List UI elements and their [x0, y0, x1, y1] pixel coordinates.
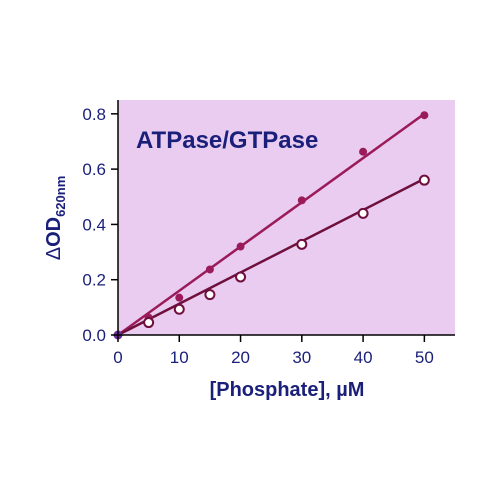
x-tick-label: 10 — [170, 348, 189, 367]
y-ticks: 0.0 0.2 0.4 0.6 0.8 — [82, 105, 118, 345]
fit-line-series-2 — [117, 177, 425, 337]
data-point-series-1 — [175, 293, 184, 302]
y-axis-title-main: OD — [43, 217, 65, 247]
data-point-series-2 — [143, 317, 155, 329]
data-point-series-2 — [204, 289, 216, 301]
data-point-series-1 — [205, 265, 214, 274]
data-point-series-1 — [297, 196, 306, 205]
data-point-series-1 — [359, 147, 368, 156]
fit-line-series-1 — [117, 112, 426, 337]
data-point-series-2 — [418, 174, 430, 186]
y-tick-label: 0.6 — [82, 160, 106, 179]
y-tick-label: 0.2 — [82, 271, 106, 290]
y-tick-label: 0.0 — [82, 326, 106, 345]
x-tick-label: 30 — [292, 348, 311, 367]
x-tick-label: 20 — [231, 348, 250, 367]
fit-lines — [117, 112, 426, 337]
y-tick-label: 0.8 — [82, 105, 106, 124]
y-tick-label: 0.4 — [82, 215, 106, 234]
x-tick-label: 0 — [113, 348, 122, 367]
data-point-series-2 — [357, 207, 369, 219]
data-point-series-2 — [173, 303, 185, 315]
x-ticks: 0 10 20 30 40 50 — [113, 335, 434, 367]
x-axis-title: [Phosphate], µM — [210, 379, 365, 401]
data-point-series-1 — [236, 242, 245, 251]
x-tick-label: 50 — [415, 348, 434, 367]
chart-title: ATPase/GTPase — [136, 127, 318, 154]
data-point-series-2 — [296, 238, 308, 250]
y-axis-title: ΔOD620nm — [43, 176, 68, 261]
svg-text:ΔOD620nm: ΔOD620nm — [43, 176, 68, 261]
data-point-series-1 — [420, 111, 429, 120]
data-point-series-2 — [235, 271, 247, 283]
y-axis-title-delta: Δ — [43, 247, 65, 260]
y-axis-title-subscript: 620nm — [53, 176, 68, 217]
x-tick-label: 40 — [354, 348, 373, 367]
